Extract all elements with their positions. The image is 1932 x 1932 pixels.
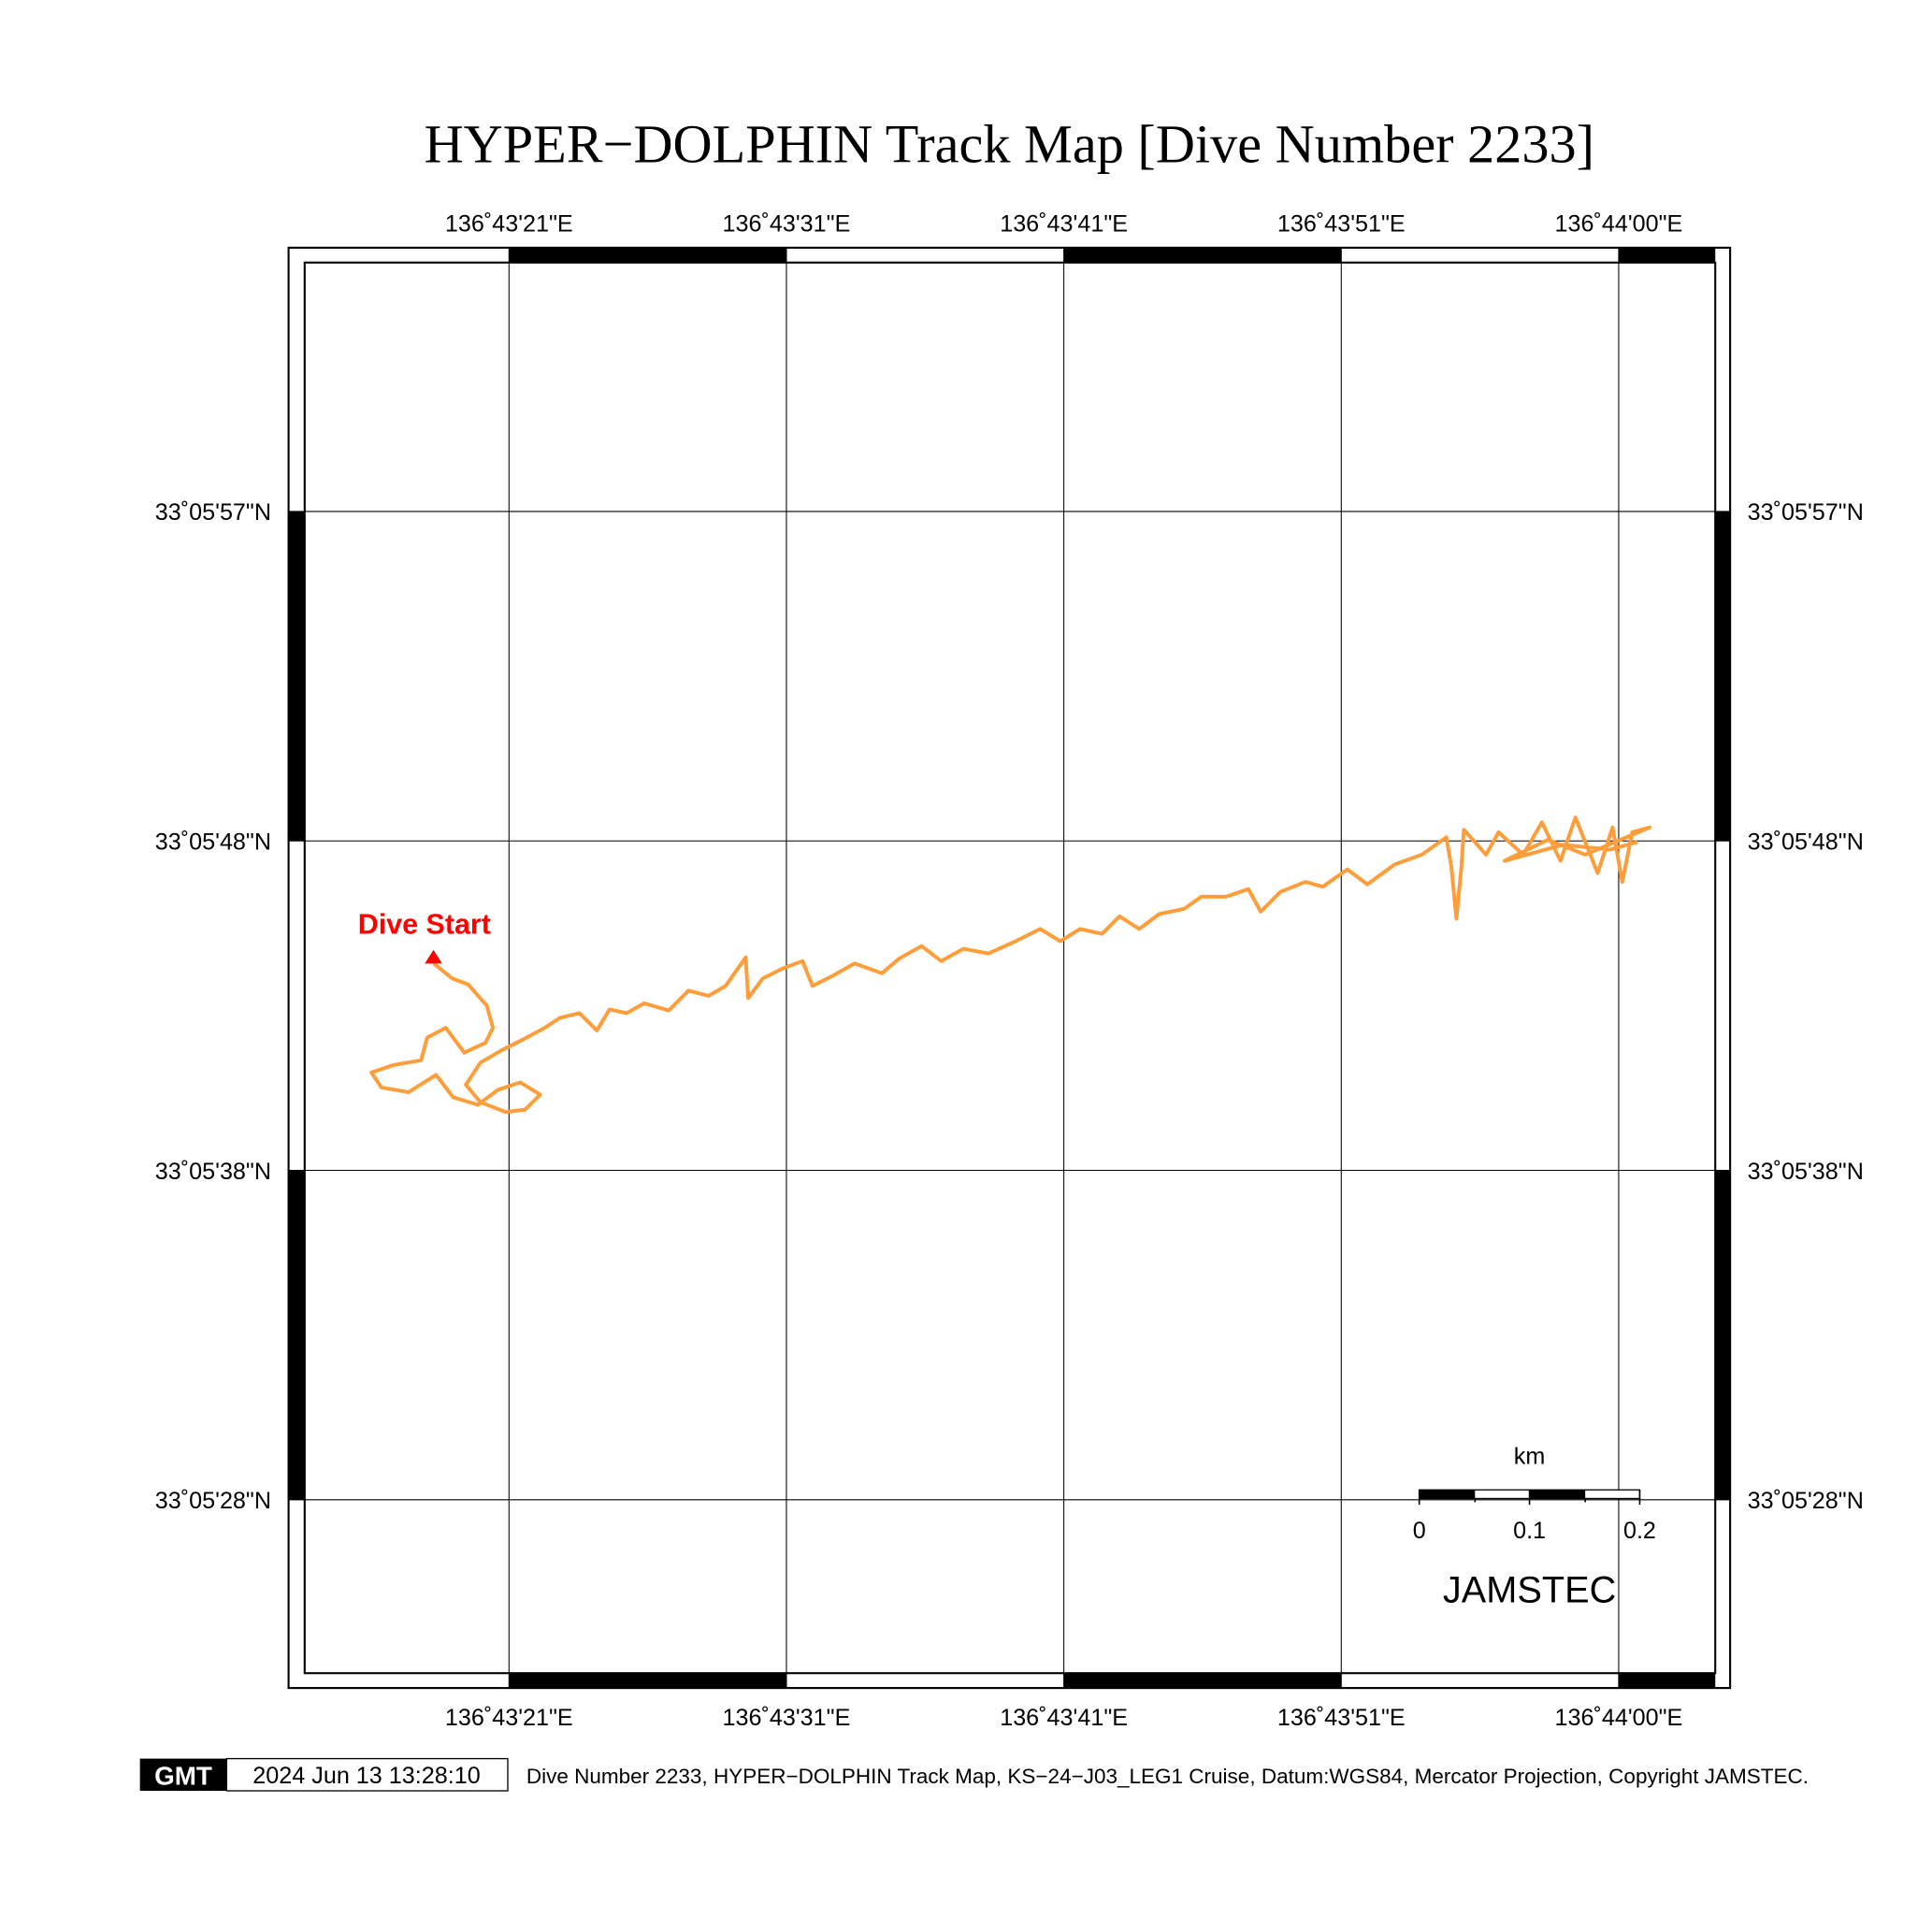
dive-start-marker-icon [425,949,442,964]
axis-labels: 136˚43'21"E 136˚43'21"E 136˚43'31"E 136˚43'… [155,211,1864,1731]
latitude-label: 33˚05'57"N [1748,499,1864,526]
latitude-label: 33˚05'48"N [155,829,271,856]
map-title: HYPER−DOLPHIN Track Map [Dive Number 223… [425,113,1595,174]
longitude-label: 136˚43'41"E [1000,211,1128,238]
frame-band-segment [1618,1673,1716,1689]
frame-band-segment [1063,247,1342,263]
frame-band-segment [1715,1170,1731,1500]
scale-tick-label: 0.2 [1623,1518,1656,1544]
graticule [288,247,1731,1689]
latitude-label: 33˚05'57"N [155,499,271,526]
dive-start-label: Dive Start [358,909,491,941]
latitude-label: 33˚05'38"N [155,1159,271,1185]
longitude-label: 136˚43'21"E [445,211,573,238]
longitude-label: 136˚43'51"E [1277,1705,1406,1731]
scale-tick-label: 0.1 [1513,1518,1546,1544]
longitude-label: 136˚43'41"E [1000,1705,1128,1731]
latitude-label: 33˚05'38"N [1748,1159,1864,1185]
gmt-logo-icon [139,1758,227,1792]
longitude-label: 136˚43'31"E [723,211,851,238]
longitude-label: 136˚43'51"E [1277,211,1406,238]
longitude-label: 136˚43'21"E [445,1705,573,1731]
footer-caption: Dive Number 2233, HYPER−DOLPHIN Track Ma… [526,1765,1809,1788]
org-label: JAMSTEC [1443,1570,1616,1611]
scale-unit: km [1514,1443,1546,1469]
gmt-logo-text: GMT [154,1761,212,1790]
frame-band-segment [509,247,786,263]
longitude-label: 136˚44'00"E [1555,211,1683,238]
frame-band-segment [509,1673,786,1689]
dive-track [369,815,1652,1115]
frame-band-segment [1715,511,1731,842]
scale-tick-label: 0 [1413,1518,1426,1544]
longitude-label: 136˚44'00"E [1555,1705,1683,1731]
footer: GMT 2024 Jun 13 13:28:10 Dive Number 223… [139,1757,1809,1792]
scale-segment [1419,1490,1476,1499]
frame-band-segment [1063,1673,1342,1689]
longitude-label: 136˚43'31"E [723,1705,851,1731]
frame-band-segment [288,1170,305,1500]
scale-segment [1529,1490,1586,1499]
scale-bar: km 0 0.1 0.2 [1413,1443,1656,1543]
frame-band-segment [1618,247,1716,263]
latitude-label: 33˚05'28"N [1748,1488,1864,1514]
frame-band-segment [288,511,305,842]
footer-timestamp: 2024 Jun 13 13:28:10 [252,1763,480,1789]
latitude-label: 33˚05'48"N [1748,829,1864,856]
latitude-label: 33˚05'28"N [155,1488,271,1514]
map-frame [287,246,1732,1690]
